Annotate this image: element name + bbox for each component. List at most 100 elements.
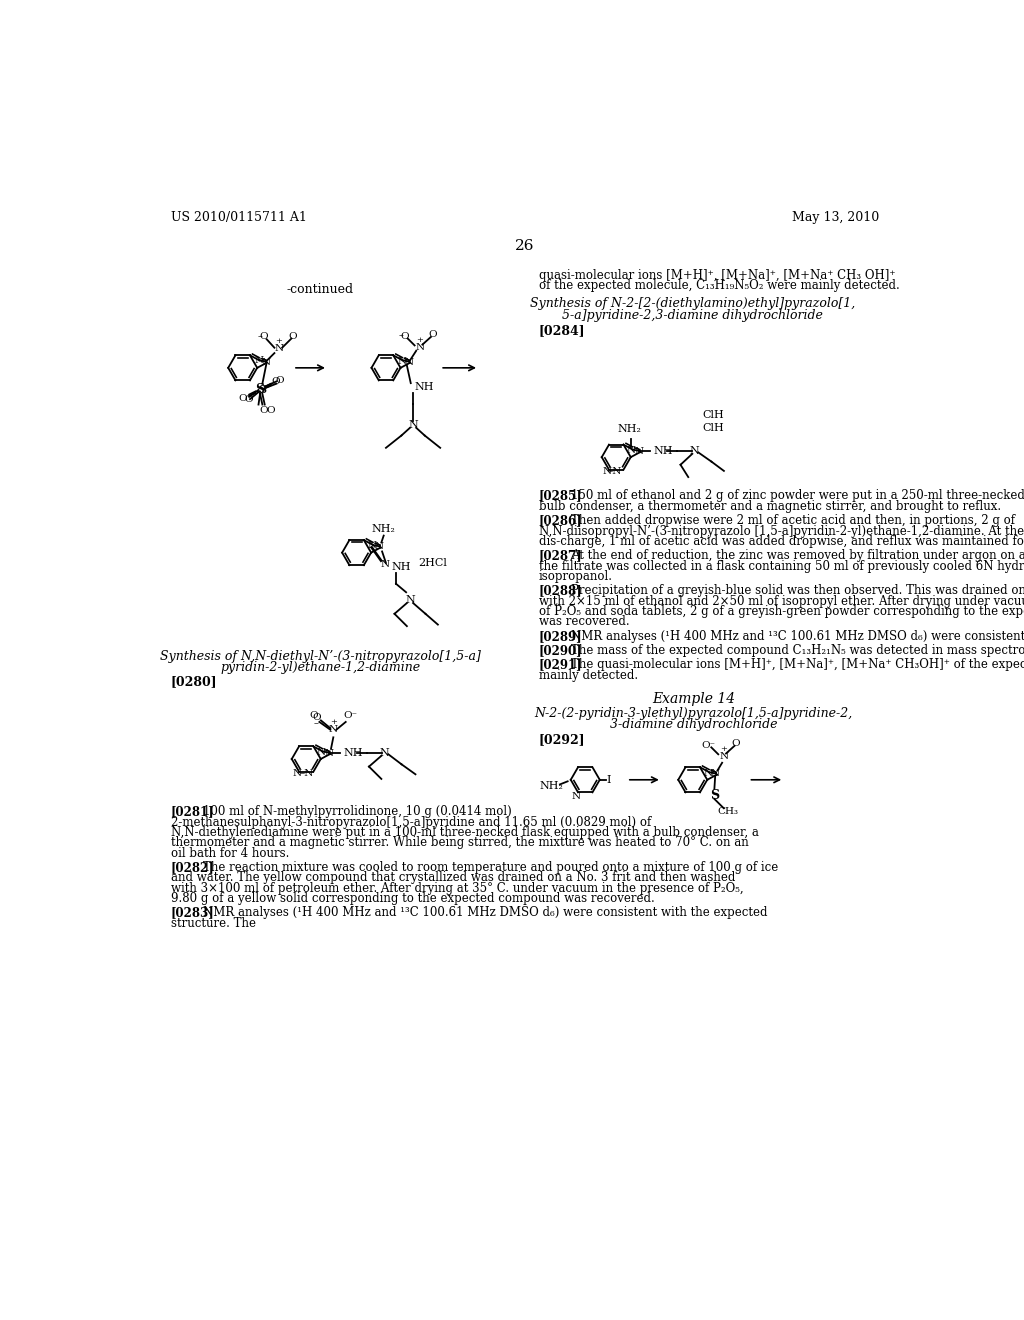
Text: N: N (571, 792, 581, 801)
Text: NH: NH (415, 381, 434, 392)
Text: O: O (732, 739, 740, 748)
Text: thermometer and a magnetic stirrer. While being stirred, the mixture was heated : thermometer and a magnetic stirrer. Whil… (171, 837, 749, 849)
Text: 2HCl: 2HCl (418, 558, 446, 568)
Text: [0280]: [0280] (171, 675, 217, 688)
Text: N: N (689, 446, 699, 455)
Text: 5-a]pyridine-2,3-diamine dihydrochloride: 5-a]pyridine-2,3-diamine dihydrochloride (562, 309, 822, 322)
Text: O: O (312, 713, 321, 722)
Text: [0286]: [0286] (539, 515, 583, 527)
Text: [0282]: [0282] (171, 861, 214, 874)
Text: N,N-diisopropyl-N’-(3-nitropyrazolo [1,5-a]pyridin-2-yl)ethane-1,2-diamine. At t: N,N-diisopropyl-N’-(3-nitropyrazolo [1,5… (539, 524, 1024, 537)
Text: +: + (417, 337, 424, 345)
Text: quasi-molecular ions [M+H]⁺, [M+Na]⁺, [M+Na⁺ CH₃ OH]⁺: quasi-molecular ions [M+H]⁺, [M+Na]⁺, [M… (539, 268, 895, 281)
Text: -continued: -continued (287, 284, 353, 296)
Text: pyridin-2-yl)ethane-1,2-diamine: pyridin-2-yl)ethane-1,2-diamine (220, 661, 420, 675)
Text: Example 14: Example 14 (652, 692, 735, 706)
Text: N: N (603, 467, 612, 477)
Text: [0289]: [0289] (539, 630, 583, 643)
Text: NH: NH (343, 747, 362, 758)
Text: N: N (261, 358, 270, 367)
Text: O: O (400, 331, 409, 341)
Text: –: – (313, 719, 318, 727)
Text: Synthesis of N,N-diethyl-N’-(3-nitropyrazolo[1,5-a]: Synthesis of N,N-diethyl-N’-(3-nitropyra… (160, 649, 480, 663)
Text: S: S (255, 383, 264, 396)
Text: S: S (710, 789, 719, 803)
Text: N: N (375, 543, 384, 552)
Text: Synthesis of N-2-[2-(diethylamino)ethyl]pyrazolo[1,: Synthesis of N-2-[2-(diethylamino)ethyl]… (529, 297, 855, 310)
Text: 150 ml of ethanol and 2 g of zinc powder were put in a 250-ml three-necked flask: 150 ml of ethanol and 2 g of zinc powder… (571, 490, 1024, 503)
Text: ClH: ClH (702, 422, 724, 433)
Text: was recovered.: was recovered. (539, 615, 630, 628)
Text: N,N-diethylenediamine were put in a 100-ml three-necked flask equipped with a bu: N,N-diethylenediamine were put in a 100-… (171, 826, 759, 840)
Text: S: S (258, 384, 266, 395)
Text: N: N (406, 595, 415, 605)
Text: –: – (257, 333, 262, 342)
Text: the filtrate was collected in a flask containing 50 ml of previously cooled 6N h: the filtrate was collected in a flask co… (539, 560, 1024, 573)
Text: N: N (711, 770, 720, 779)
Text: N: N (274, 345, 284, 352)
Text: NMR analyses (¹H 400 MHz and ¹³C 100.61 MHz DMSO d₆) were consistent with the ex: NMR analyses (¹H 400 MHz and ¹³C 100.61 … (203, 907, 768, 920)
Text: O⁻: O⁻ (701, 741, 715, 750)
Text: of P₂O₅ and soda tablets, 2 g of a greyish-green powder corresponding to the exp: of P₂O₅ and soda tablets, 2 g of a greyi… (539, 605, 1024, 618)
Text: NH₂: NH₂ (372, 524, 395, 535)
Text: N: N (404, 358, 414, 367)
Text: [0292]: [0292] (539, 734, 586, 747)
Text: 100 ml of N-methylpyrrolidinone, 10 g (0.0414 mol): 100 ml of N-methylpyrrolidinone, 10 g (0… (203, 805, 512, 818)
Text: ClH: ClH (702, 409, 724, 420)
Text: O: O (244, 396, 253, 404)
Text: of the expected molecule, C₁₃H₁₉N₅O₂ were mainly detected.: of the expected molecule, C₁₃H₁₉N₅O₂ wer… (539, 280, 899, 292)
Text: NH: NH (653, 446, 673, 455)
Text: NH₂: NH₂ (617, 424, 641, 434)
Text: NH: NH (391, 562, 411, 572)
Text: NMR analyses (¹H 400 MHz and ¹³C 100.61 MHz DMSO d₆) were consistent with the ex: NMR analyses (¹H 400 MHz and ¹³C 100.61 … (571, 630, 1024, 643)
Text: N: N (324, 748, 333, 758)
Text: [0288]: [0288] (539, 585, 583, 597)
Text: –N: –N (608, 467, 623, 477)
Text: structure. The: structure. The (171, 917, 256, 929)
Text: N: N (254, 356, 263, 364)
Text: N: N (627, 446, 636, 455)
Text: The mass of the expected compound C₁₃H₂₁N₅ was detected in mass spectrometry.: The mass of the expected compound C₁₃H₂₁… (571, 644, 1024, 657)
Text: Then added dropwise were 2 ml of acetic acid and then, in portions, 2 g of: Then added dropwise were 2 ml of acetic … (571, 515, 1016, 527)
Text: oil bath for 4 hours.: oil bath for 4 hours. (171, 847, 289, 859)
Text: May 13, 2010: May 13, 2010 (792, 211, 879, 224)
Text: O⁻: O⁻ (343, 711, 357, 721)
Text: I: I (607, 775, 611, 785)
Text: [0287]: [0287] (539, 549, 583, 562)
Text: 26: 26 (515, 239, 535, 253)
Text: The quasi-molecular ions [M+H]⁺, [M+Na]⁺, [M+Na⁺ CH₃OH]⁺ of the expected molecul: The quasi-molecular ions [M+H]⁺, [M+Na]⁺… (571, 659, 1024, 671)
Text: mainly detected.: mainly detected. (539, 668, 638, 681)
Text: O: O (428, 330, 437, 339)
Text: 9.80 g of a yellow solid corresponding to the expected compound was recovered.: 9.80 g of a yellow solid corresponding t… (171, 892, 654, 906)
Text: O: O (271, 378, 280, 385)
Text: [0284]: [0284] (539, 323, 586, 337)
Text: O: O (275, 376, 284, 385)
Text: N: N (634, 447, 643, 455)
Text: –N: –N (300, 770, 314, 779)
Text: +: + (275, 337, 283, 345)
Text: CH₃: CH₃ (718, 807, 739, 816)
Text: dis-charge, 1 ml of acetic acid was added dropwise, and reflux was maintained fo: dis-charge, 1 ml of acetic acid was adde… (539, 535, 1024, 548)
Text: [0285]: [0285] (539, 490, 583, 503)
Text: N: N (719, 752, 728, 762)
Text: bulb condenser, a thermometer and a magnetic stirrer, and brought to reflux.: bulb condenser, a thermometer and a magn… (539, 500, 1000, 513)
Text: O: O (239, 393, 248, 403)
Text: At the end of reduction, the zinc was removed by filtration under argon on a bed: At the end of reduction, the zinc was re… (571, 549, 1024, 562)
Text: N: N (380, 560, 389, 569)
Text: isopropanol.: isopropanol. (539, 570, 612, 583)
Text: O: O (259, 333, 268, 342)
Text: N: N (703, 768, 713, 777)
Text: N: N (409, 420, 418, 430)
Text: N: N (380, 747, 389, 758)
Text: N-2-(2-pyridin-3-ylethyl)pyrazolo[1,5-a]pyridine-2,: N-2-(2-pyridin-3-ylethyl)pyrazolo[1,5-a]… (535, 708, 853, 721)
Text: with 3×100 ml of petroleum ether. After drying at 35° C. under vacuum in the pre: with 3×100 ml of petroleum ether. After … (171, 882, 743, 895)
Text: [0283]: [0283] (171, 907, 214, 920)
Text: US 2010/0115711 A1: US 2010/0115711 A1 (171, 211, 306, 224)
Text: O: O (266, 407, 274, 416)
Text: NH₂: NH₂ (540, 781, 563, 791)
Text: [0290]: [0290] (539, 644, 583, 657)
Text: –: – (398, 331, 403, 341)
Text: N: N (293, 770, 302, 779)
Text: +: + (330, 718, 337, 726)
Text: O: O (309, 711, 318, 721)
